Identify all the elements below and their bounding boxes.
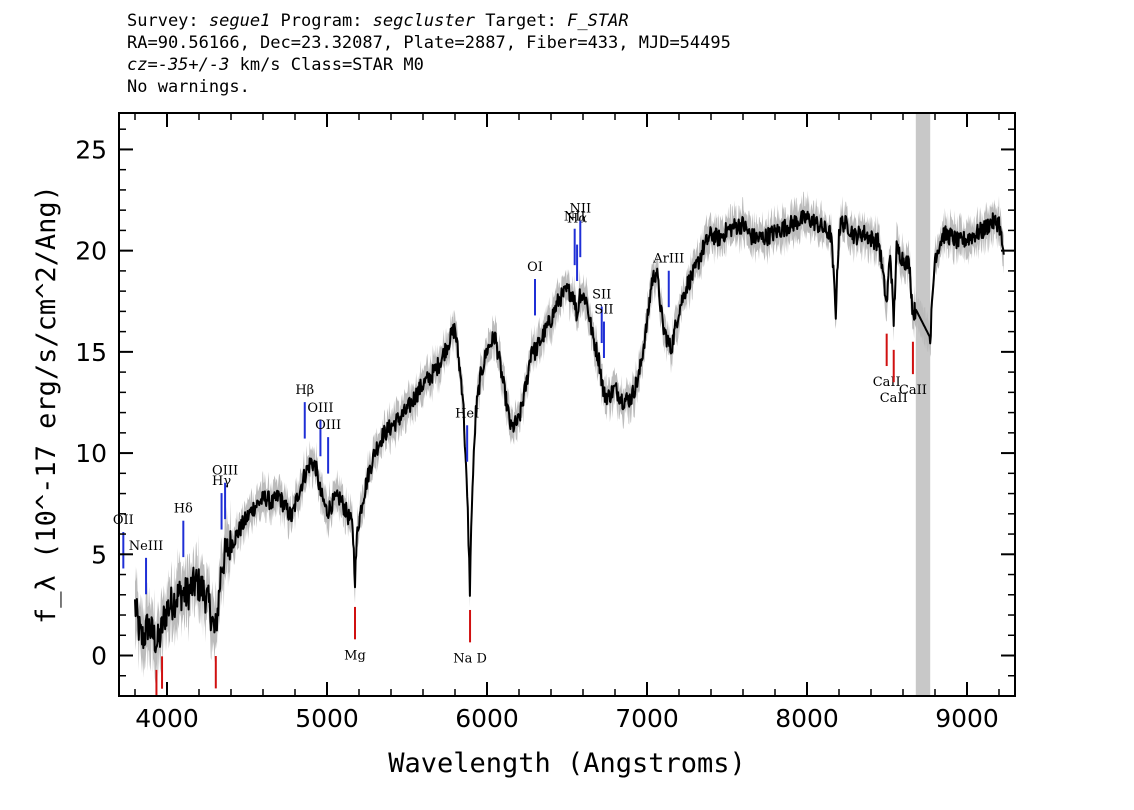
emission-line-label: OIII <box>212 464 238 479</box>
header-line-coordinates: RA=90.56166, Dec=23.32087, Plate=2887, F… <box>127 33 731 53</box>
survey-value: segue1 <box>208 11 271 31</box>
x-axis-title: Wavelength (Angstroms) <box>388 748 746 779</box>
emission-line-label: SII <box>592 288 611 303</box>
emission-line-label: ArIII <box>652 252 684 267</box>
x-tick-label: 9000 <box>935 704 999 733</box>
plot-frame <box>118 112 1016 697</box>
x-tick-label: 6000 <box>455 704 519 733</box>
flux-series <box>134 209 1005 654</box>
y-tick-label: 15 <box>75 338 107 367</box>
emission-line-label: NeIII <box>129 539 163 554</box>
x-axis-ticks: 4000 5000 6000 7000 8000 9000 <box>134 113 1000 733</box>
emission-line-label: OI <box>527 260 543 275</box>
emission-line-label: SII <box>594 303 613 318</box>
y-tick-label: 5 <box>91 540 107 569</box>
absorption-line-label: CaII <box>880 391 908 406</box>
absorption-line-label: CaII <box>899 383 927 398</box>
emission-line-label: OIII <box>307 401 333 416</box>
masked-sky-band <box>915 113 931 696</box>
header-line-survey: Survey: segue1 Program: segcluster Targe… <box>127 10 731 32</box>
y-axis-ticks: 0 5 10 15 20 25 <box>75 128 1015 677</box>
y-tick-label: 25 <box>75 135 107 164</box>
emission-line-label: NII <box>569 202 591 217</box>
emission-line-label: Hγ <box>212 474 231 489</box>
error-band-area <box>135 190 1004 684</box>
absorption-line-label: Mg <box>344 648 366 663</box>
program-label: Program: <box>270 11 373 31</box>
target-value: F_STAR <box>567 11 629 31</box>
y-axis-title: f_λ (10^-17 erg/s/cm^2/Ang) <box>31 185 62 624</box>
emission-line-label: OII <box>113 513 134 528</box>
x-tick-label: 8000 <box>775 704 839 733</box>
y-tick-label: 20 <box>75 237 107 266</box>
spectral-line-markers: OIINeIIIHδHγOIIIHβOIIIOIIIHeIOINIIHαNIIS… <box>113 202 927 696</box>
absorption-line-label: CaII <box>873 375 901 390</box>
masked-band-rect <box>915 113 931 696</box>
program-value: segcluster <box>372 11 476 31</box>
x-tick-label: 7000 <box>615 704 679 733</box>
y-tick-label: 10 <box>75 439 107 468</box>
header-line-warnings: No warnings. <box>127 77 250 97</box>
emission-line-label: Hα <box>567 212 587 227</box>
survey-label: Survey: <box>127 11 209 31</box>
cz-value: cz=-35+/-3 <box>127 55 230 75</box>
x-tick-label: 4000 <box>135 704 199 733</box>
header-line-redshift: cz=-35+/-3 km/s Class=STAR M0 <box>127 54 731 76</box>
flux-line <box>134 209 1005 654</box>
absorption-line-label: Na D <box>453 651 487 666</box>
class-value: km/s Class=STAR M0 <box>229 55 424 75</box>
x-tick-label: 5000 <box>295 704 359 733</box>
emission-line-label: HeI <box>455 406 479 421</box>
emission-line-label: Hδ <box>174 502 193 517</box>
spectrum-header: Survey: segue1 Program: segcluster Targe… <box>127 10 731 98</box>
emission-line-label: Hβ <box>295 383 314 398</box>
y-tick-label: 0 <box>91 642 107 671</box>
target-label: Target: <box>475 11 568 31</box>
emission-line-label: OIII <box>315 418 341 433</box>
flux-error-band <box>135 190 1004 684</box>
